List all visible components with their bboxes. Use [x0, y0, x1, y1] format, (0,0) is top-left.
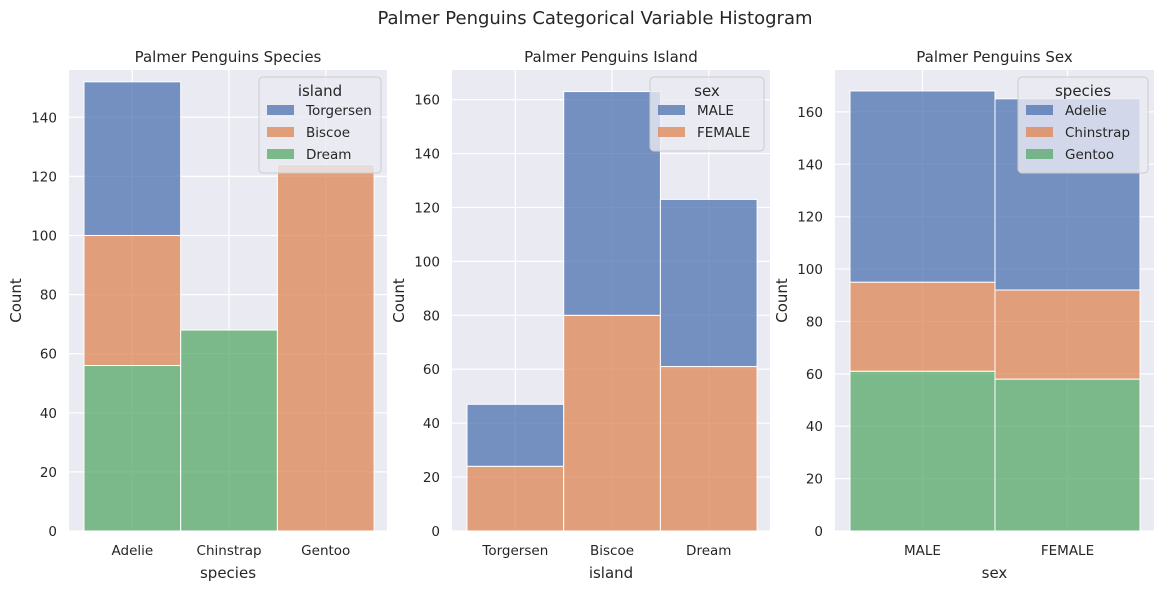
y-tick-label: 80 — [423, 308, 440, 324]
bar-male-biscoe — [563, 91, 661, 316]
legend-label-dream: Dream — [306, 147, 351, 163]
bar-female-dream — [659, 366, 758, 532]
legend-swatch-gentoo — [1026, 149, 1053, 159]
x-axis-label: sex — [982, 564, 1008, 582]
legend-label-gentoo: Gentoo — [1065, 147, 1114, 163]
y-tick-label: 100 — [31, 228, 57, 244]
x-tick-label: Dream — [686, 543, 731, 559]
legend-swatch-torgersen — [267, 105, 294, 115]
x-tick-label: Biscoe — [590, 543, 634, 559]
bar-female-torgersen — [466, 465, 565, 532]
bar-torgersen-adelie — [83, 81, 182, 236]
legend-swatch-chinstrap — [1026, 127, 1053, 137]
x-tick-label: Chinstrap — [197, 543, 262, 559]
legend-title: island — [298, 82, 342, 100]
y-tick-label: 0 — [814, 524, 823, 540]
panel-title: Palmer Penguins Island — [524, 48, 698, 66]
bar-dream-chinstrap — [180, 329, 278, 532]
legend-label-adelie: Adelie — [1065, 103, 1107, 119]
y-tick-label: 20 — [806, 472, 823, 488]
y-tick-label: 40 — [40, 406, 57, 422]
bar-male-dream — [659, 198, 758, 368]
legend-label-chinstrap: Chinstrap — [1065, 125, 1130, 141]
y-tick-label: 120 — [414, 200, 440, 216]
x-tick-label: FEMALE — [1041, 543, 1094, 559]
y-tick-label: 0 — [48, 524, 57, 540]
y-tick-label: 160 — [414, 93, 440, 109]
y-tick-label: 140 — [31, 110, 57, 126]
legend-swatch-dream — [267, 149, 294, 159]
y-tick-label: 80 — [40, 288, 57, 304]
y-tick-label: 20 — [423, 470, 440, 486]
y-tick-label: 60 — [806, 367, 823, 383]
panel-1: 0 20 40 60 80 100 120 140 Adelie Chinstrap Gentoo P… — [7, 48, 387, 582]
bar-chinstrap-female — [994, 289, 1141, 380]
y-tick-label: 100 — [797, 262, 823, 278]
y-tick-label: 100 — [414, 254, 440, 270]
y-tick-label: 40 — [423, 416, 440, 432]
y-axis-label: Count — [390, 278, 408, 323]
bar-male-torgersen — [466, 403, 565, 467]
x-axis-label: island — [589, 564, 633, 582]
figure-title: Palmer Penguins Categorical Variable His… — [377, 8, 812, 29]
bar-female-biscoe — [563, 314, 661, 532]
x-axis-label: species — [200, 564, 256, 582]
bar-biscoe-gentoo — [276, 164, 375, 532]
y-tick-label: 140 — [797, 157, 823, 173]
y-tick-label: 160 — [797, 105, 823, 121]
y-axis-label: Count — [7, 278, 25, 323]
legend-swatch-female — [658, 127, 685, 137]
bar-biscoe-adelie — [83, 234, 182, 367]
panel-3: 0 20 40 60 80 100 120 140 160 MALE FEMALE Palmer Pe… — [773, 48, 1154, 582]
y-tick-label: 40 — [806, 419, 823, 435]
legend-swatch-adelie — [1026, 105, 1053, 115]
x-tick-label: Gentoo — [301, 543, 350, 559]
legend-label-male: MALE — [697, 103, 734, 119]
y-axis-label: Count — [773, 278, 791, 323]
y-tick-label: 140 — [414, 147, 440, 163]
y-tick-label: 120 — [797, 210, 823, 226]
bar-chinstrap-male — [849, 281, 996, 372]
legend-label-biscoe: Biscoe — [306, 125, 350, 141]
legend-title: sex — [694, 82, 720, 100]
legend-swatch-biscoe — [267, 127, 294, 137]
y-tick-label: 20 — [40, 465, 57, 481]
legend-label-torgersen: Torgersen — [305, 103, 372, 119]
legend-title: species — [1055, 82, 1111, 100]
legend: species Adelie Chinstrap Gentoo — [1017, 76, 1149, 174]
panel-title: Palmer Penguins Species — [135, 48, 322, 66]
y-tick-label: 60 — [40, 347, 57, 363]
bar-dream-adelie — [83, 365, 182, 532]
legend-swatch-male — [658, 105, 685, 115]
y-tick-label: 0 — [431, 524, 440, 540]
x-tick-label: MALE — [904, 543, 941, 559]
x-tick-label: Torgersen — [481, 543, 548, 559]
panel-2: 0 20 40 60 80 100 120 140 160 Torgersen Biscoe Drea… — [390, 48, 770, 582]
y-tick-label: 120 — [31, 169, 57, 185]
legend: sex MALE FEMALE — [649, 76, 765, 152]
bar-gentoo-female — [994, 378, 1141, 532]
legend-label-female: FEMALE — [697, 125, 750, 141]
y-tick-label: 60 — [423, 362, 440, 378]
bar-adelie-male — [849, 90, 996, 283]
legend: island Torgersen Biscoe Dream — [258, 76, 382, 174]
bar-gentoo-male — [849, 370, 996, 532]
y-tick-label: 80 — [806, 314, 823, 330]
x-tick-label: Adelie — [112, 543, 154, 559]
panel-title: Palmer Penguins Sex — [916, 48, 1073, 66]
